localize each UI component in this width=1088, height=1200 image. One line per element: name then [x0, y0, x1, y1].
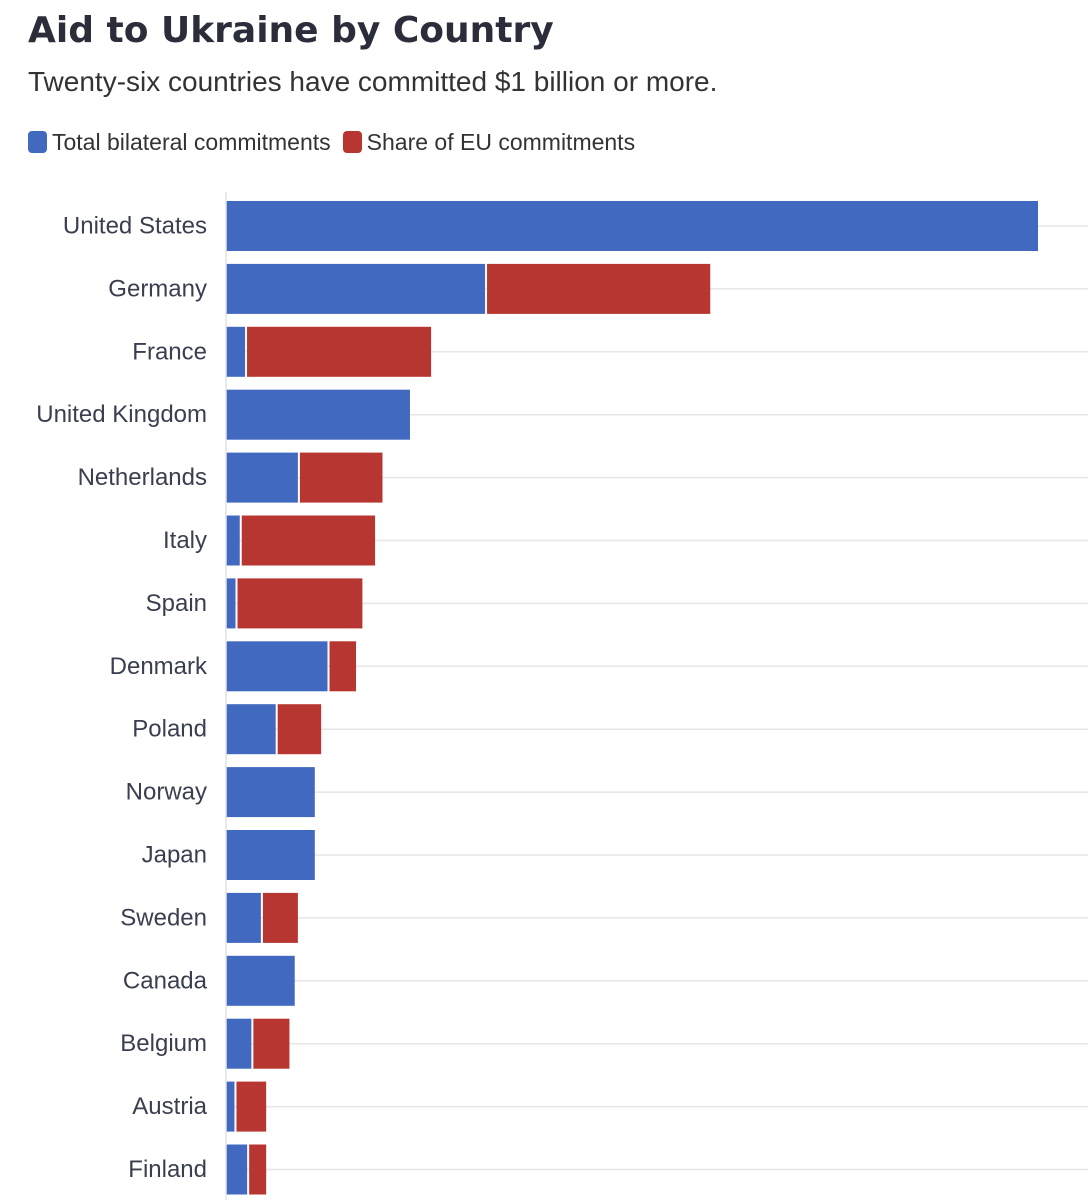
- legend-item-bilateral[interactable]: Total bilateral commitments: [28, 129, 331, 156]
- bar-belgium-eu-share[interactable]: [253, 1018, 290, 1069]
- category-label-japan: Japan: [142, 842, 207, 869]
- bar-austria-eu-share[interactable]: [236, 1081, 267, 1132]
- category-label-france: France: [132, 338, 207, 365]
- category-label-italy: Italy: [163, 527, 207, 554]
- bar-sweden-bilateral[interactable]: [226, 892, 261, 943]
- bar-united-kingdom-bilateral[interactable]: [226, 389, 410, 440]
- category-label-finland: Finland: [128, 1156, 207, 1183]
- category-labels: United States Germany France United Kingdom…: [36, 213, 208, 1184]
- category-label-spain: Spain: [146, 590, 207, 617]
- category-label-united-kingdom: United Kingdom: [36, 401, 207, 428]
- bar-spain-eu-share[interactable]: [237, 578, 363, 629]
- legend-label-eu-share: Share of EU commitments: [366, 128, 636, 155]
- chart-title: Aid to Ukraine by Country: [28, 10, 554, 51]
- legend-swatch-bilateral: [28, 131, 47, 153]
- legend-swatch-eu-share: [342, 131, 362, 153]
- legend: Total bilateral commitments Share of EU …: [28, 126, 647, 158]
- category-label-poland: Poland: [132, 716, 207, 743]
- bar-france-eu-share[interactable]: [247, 326, 432, 377]
- bar-italy-eu-share[interactable]: [241, 515, 376, 566]
- bar-spain-bilateral[interactable]: [226, 578, 236, 629]
- bars: [226, 201, 1038, 1195]
- bar-netherlands-eu-share[interactable]: [299, 452, 383, 503]
- bar-denmark-bilateral[interactable]: [226, 641, 328, 692]
- bar-finland-bilateral[interactable]: [226, 1144, 248, 1195]
- category-label-norway: Norway: [126, 779, 207, 806]
- category-label-belgium: Belgium: [120, 1030, 207, 1057]
- bar-france-bilateral[interactable]: [226, 326, 246, 377]
- category-label-sweden: Sweden: [120, 904, 207, 931]
- bar-united-states-bilateral[interactable]: [226, 201, 1038, 251]
- bar-germany-bilateral[interactable]: [226, 263, 486, 314]
- bar-poland-eu-share[interactable]: [277, 704, 322, 755]
- category-label-germany: Germany: [108, 275, 207, 302]
- category-label-denmark: Denmark: [110, 653, 208, 680]
- bar-belgium-bilateral[interactable]: [226, 1018, 252, 1069]
- bar-austria-bilateral[interactable]: [226, 1081, 235, 1132]
- bar-poland-bilateral[interactable]: [226, 704, 276, 755]
- legend-label-bilateral: Total bilateral commitments: [52, 128, 331, 155]
- chart-subtitle: Twenty-six countries have committed $1 b…: [28, 66, 718, 97]
- category-label-united-states: United States: [63, 213, 207, 240]
- bar-germany-eu-share[interactable]: [487, 263, 711, 314]
- category-label-austria: Austria: [132, 1093, 207, 1120]
- legend-item-eu-share[interactable]: Share of EU commitments: [342, 128, 636, 156]
- bar-finland-eu-share[interactable]: [249, 1144, 267, 1195]
- bar-sweden-eu-share[interactable]: [262, 892, 298, 943]
- bar-denmark-eu-share[interactable]: [329, 641, 357, 692]
- bar-japan-bilateral[interactable]: [226, 830, 315, 880]
- bar-norway-bilateral[interactable]: [226, 767, 315, 818]
- bar-netherlands-bilateral[interactable]: [226, 452, 298, 503]
- bar-italy-bilateral[interactable]: [226, 515, 240, 566]
- category-label-canada: Canada: [123, 967, 208, 994]
- bar-canada-bilateral[interactable]: [226, 955, 295, 1006]
- category-label-netherlands: Netherlands: [78, 464, 207, 491]
